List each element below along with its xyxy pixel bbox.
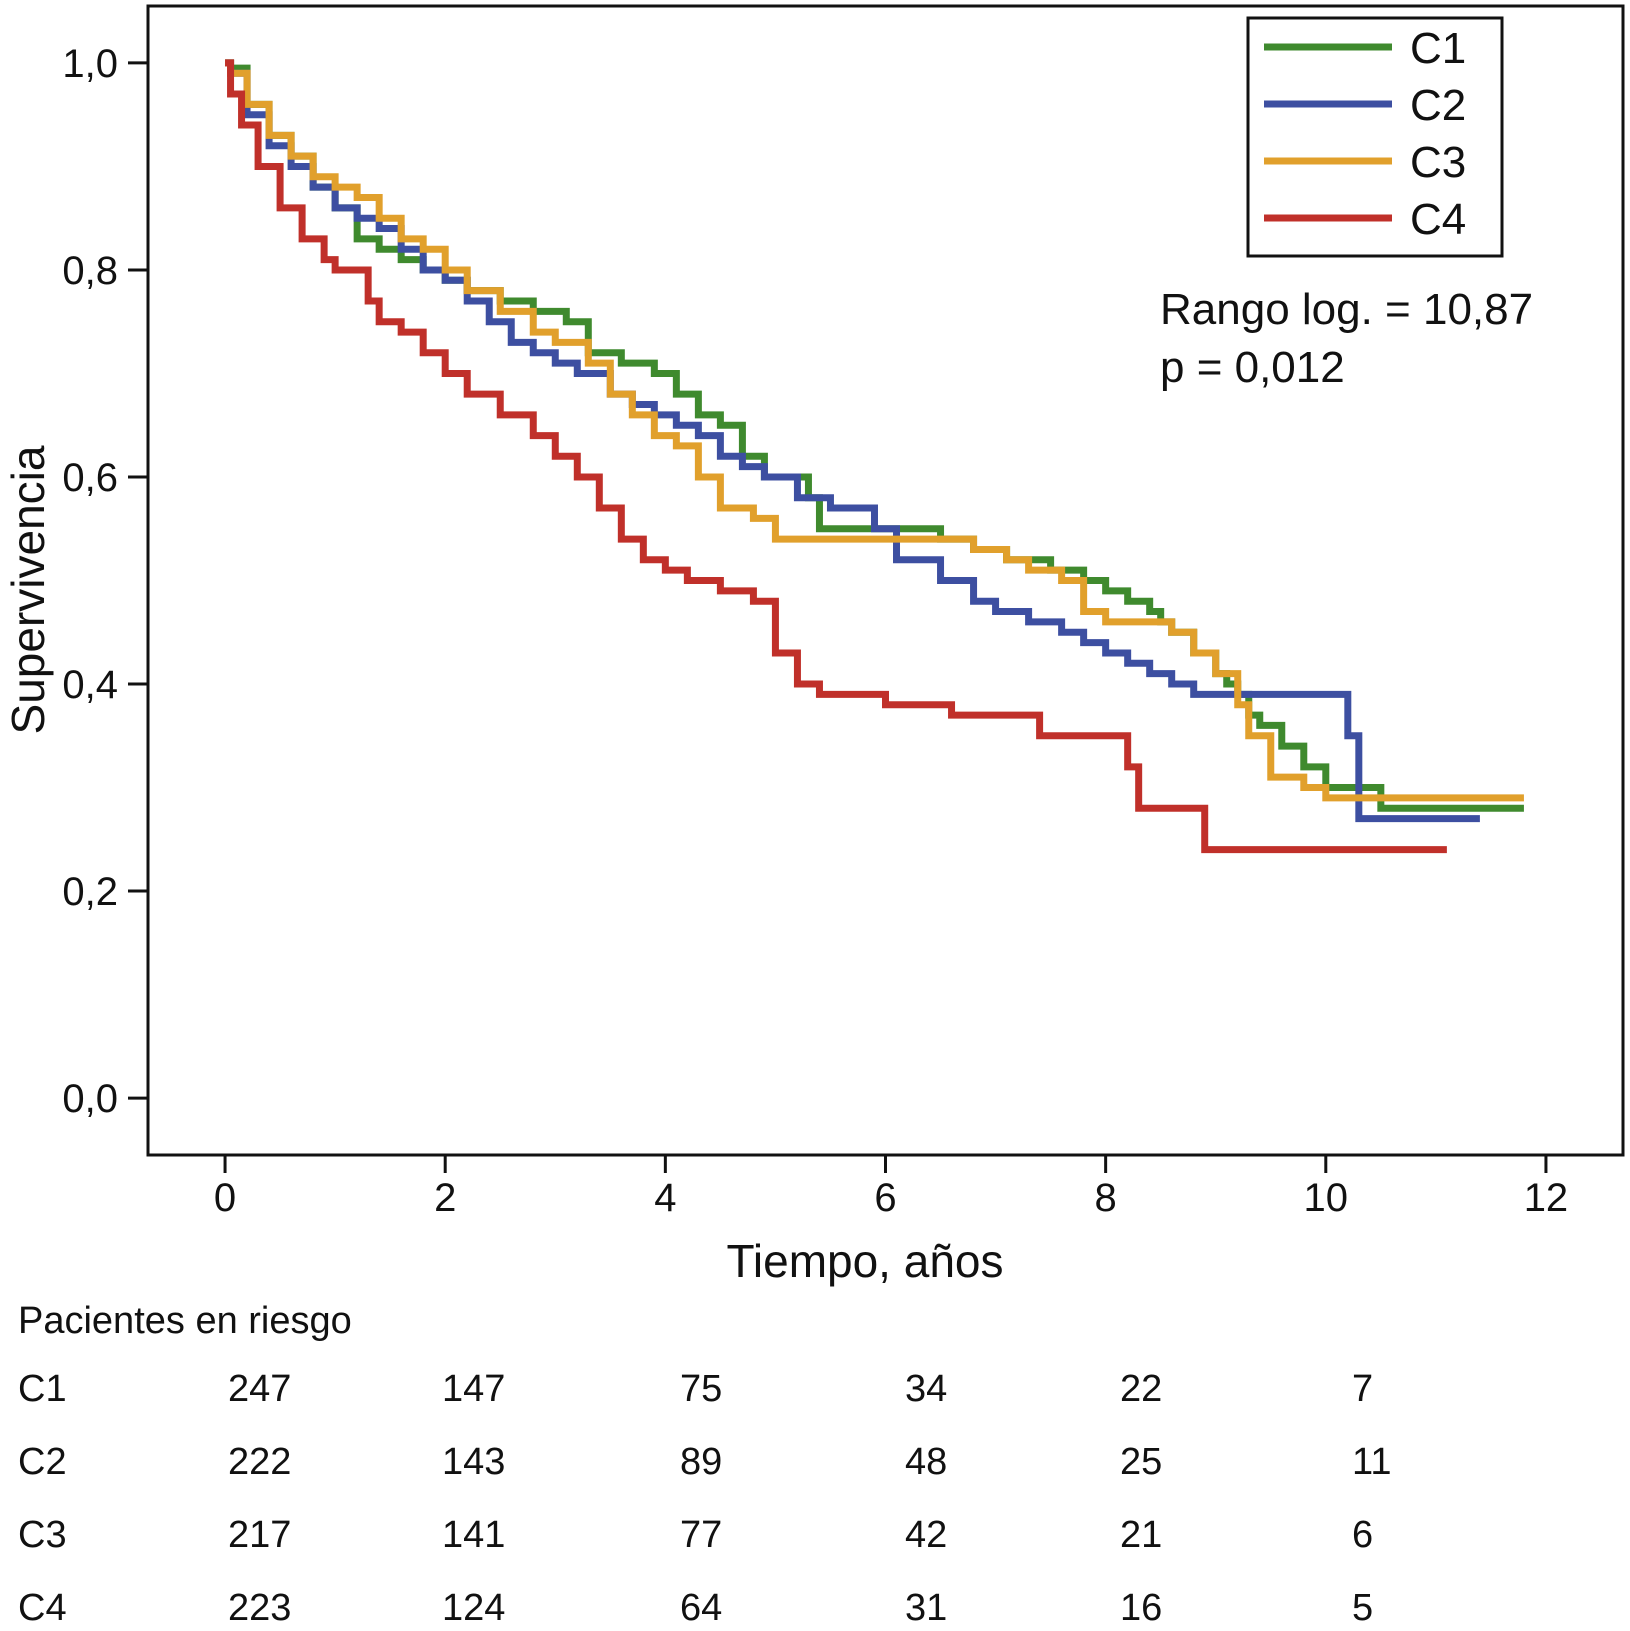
x-tick-label: 0 [214,1176,236,1220]
legend-label-c1: C1 [1410,24,1466,73]
risk-cell: 77 [680,1514,723,1556]
series-line-c3 [225,59,1524,802]
risk-cell: 25 [1120,1441,1163,1483]
risk-cell: 64 [680,1587,723,1629]
series-lines [225,59,1524,854]
risk-cell: 147 [442,1368,506,1410]
y-tick-label: 0,6 [62,456,118,500]
risk-cell: 75 [680,1368,723,1410]
risk-cell: 89 [680,1441,723,1483]
risk-cell: 22 [1120,1368,1163,1410]
y-axis-title: Supervivencia [2,445,54,734]
legend: C1 C2 C3 C4 [1246,16,1504,258]
risk-cell: 5 [1352,1587,1374,1629]
y-tick-label: 0,0 [62,1077,118,1121]
x-tick-label: 6 [874,1176,896,1220]
risk-cell: 222 [228,1441,292,1483]
x-tick-label: 8 [1095,1176,1117,1220]
risk-cell: 124 [442,1587,506,1629]
risk-cell: 11 [1352,1441,1392,1483]
annotation-pvalue: p = 0,012 [1160,343,1345,392]
risk-cell: 217 [228,1514,292,1556]
axes: 0,0 0,2 0,4 0,6 0,8 1,0 0 2 4 6 8 10 12 [62,42,1568,1220]
legend-label-c2: C2 [1410,81,1466,130]
legend-label-c4: C4 [1410,195,1466,244]
risk-cell: 143 [442,1441,506,1483]
x-tick-label: 12 [1524,1176,1569,1220]
risk-cell: 34 [905,1368,948,1410]
y-tick-label: 0,4 [62,663,118,707]
risk-cell: 7 [1352,1368,1374,1410]
risk-cell: 247 [228,1368,292,1410]
risk-row-label: C1 [18,1368,67,1410]
risk-cell: 21 [1120,1514,1163,1556]
x-tick-label: 4 [654,1176,676,1220]
survival-chart: 0,0 0,2 0,4 0,6 0,8 1,0 0 2 4 6 8 10 12 C1 C2 C3 C4 Ran… [2,4,1625,1287]
annotation-logrank: Rango log. = 10,87 [1160,285,1533,334]
risk-row-label: C2 [18,1441,67,1483]
y-tick-label: 1,0 [62,42,118,86]
risk-row-label: C4 [18,1587,67,1629]
x-axis-title: Tiempo, años [727,1235,1004,1287]
legend-label-c3: C3 [1410,138,1466,187]
x-tick-label: 10 [1304,1176,1349,1220]
y-tick-label: 0,8 [62,249,118,293]
series-line-c4 [225,59,1447,854]
risk-row-label: C3 [18,1514,67,1556]
risk-cell: 223 [228,1587,292,1629]
risk-cell: 141 [442,1514,506,1556]
risk-cell: 6 [1352,1514,1374,1556]
risk-cell: 31 [905,1587,948,1629]
risk-table-title: Pacientes en riesgo [18,1300,352,1342]
risk-cell: 48 [905,1441,948,1483]
risk-cell: 16 [1120,1587,1163,1629]
risk-cell: 42 [905,1514,948,1556]
x-tick-label: 2 [434,1176,456,1220]
y-tick-label: 0,2 [62,870,118,914]
